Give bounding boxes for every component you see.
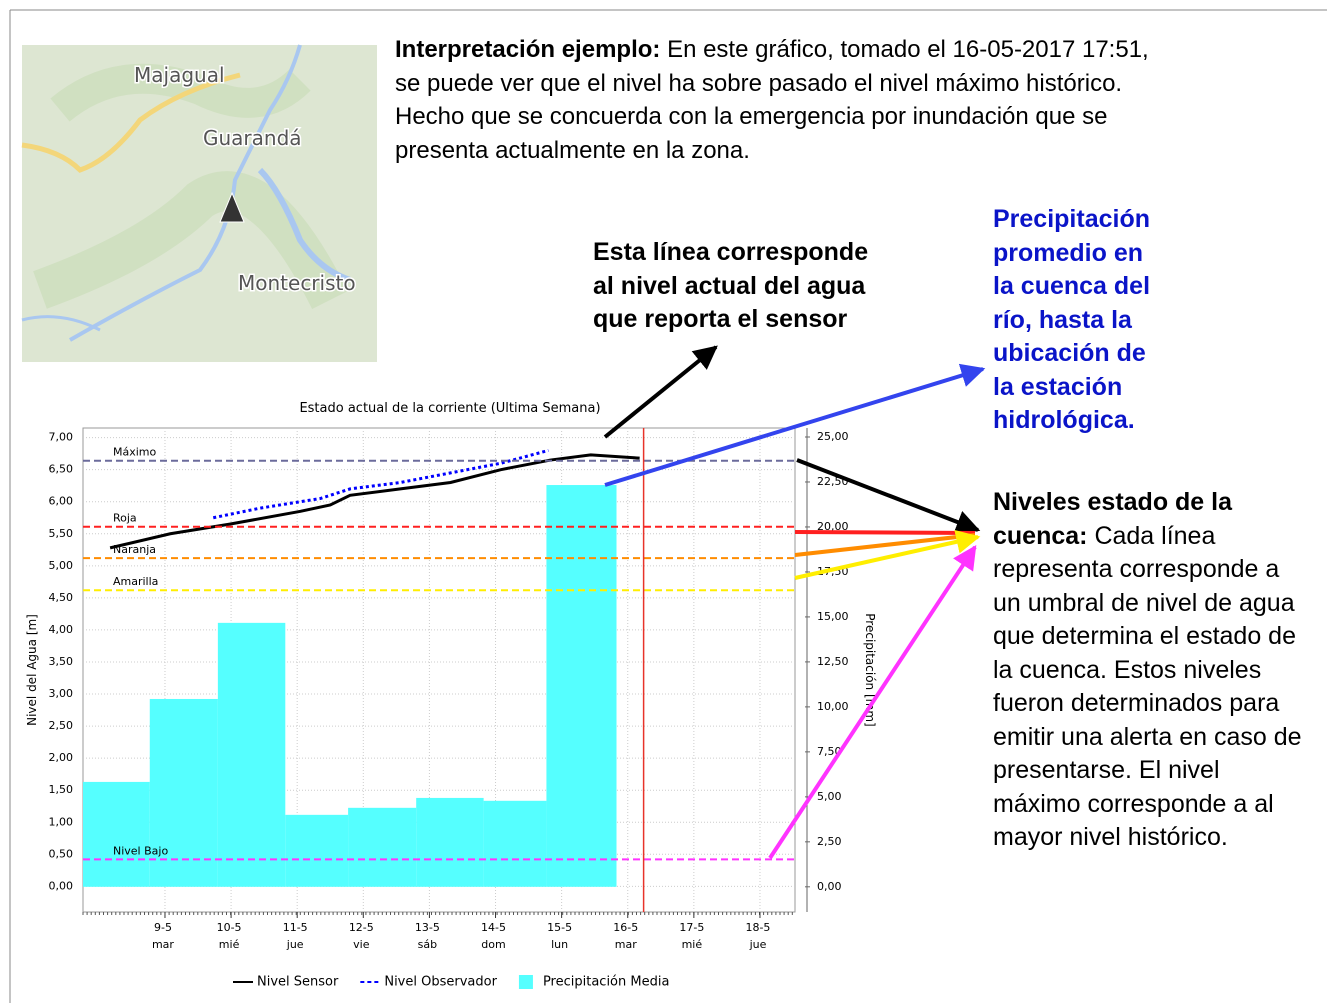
legend-label: Precipitación Media	[543, 975, 669, 990]
threshold-label: Roja	[113, 512, 137, 525]
x-tick-label: 11-5	[283, 921, 308, 934]
x-tick-label: 9-5	[154, 921, 172, 934]
x-tick-weekday: mar	[615, 938, 637, 951]
page: Majagual Guarandá Montecristo Estado act…	[0, 0, 1327, 1003]
x-tick-weekday: mié	[682, 938, 703, 951]
y-tick-label: 6,50	[49, 463, 74, 476]
x-tick-label: 12-5	[349, 921, 374, 934]
y-tick-label: 6,00	[49, 495, 74, 508]
y-tick-label: 4,50	[49, 591, 74, 604]
x-tick-weekday: vie	[353, 938, 370, 951]
levels-text: Cada línea representa corresponde a un u…	[993, 522, 1302, 852]
y2-tick-label: 25,00	[817, 430, 849, 443]
annotation-line: Precipitación	[993, 203, 1150, 237]
x-tick-label: 10-5	[217, 921, 242, 934]
y2-tick-label: 10,00	[817, 700, 849, 713]
x-tick-label: 17-5	[679, 921, 704, 934]
y2-tick-label: 15,00	[817, 610, 849, 623]
annotation-line: al nivel actual del agua	[593, 270, 868, 304]
annotation-line: Esta línea corresponde	[593, 236, 868, 270]
y-tick-label: 7,00	[49, 431, 74, 444]
threshold-label: Naranja	[113, 543, 156, 556]
plot-area: 0,00 0,50 1,00 1,50 2,00 2,50 3,00 3,50 4,00 4,50…	[49, 428, 849, 951]
y2-tick-label: 2,50	[817, 835, 842, 848]
annotation-line: que reporta el sensor	[593, 303, 868, 337]
map-label: Montecristo	[238, 271, 356, 295]
bar	[546, 485, 616, 887]
x-tick-weekday: mar	[152, 938, 174, 951]
interpretation-heading: Interpretación ejemplo:	[395, 36, 660, 63]
y-tick-label: 1,00	[49, 815, 74, 828]
x-tick-weekday: lun	[551, 938, 568, 951]
bar	[416, 798, 483, 887]
map-label: Majagual	[134, 63, 225, 87]
levels-annotation: Niveles estado de la cuenca: Cada línea …	[993, 486, 1303, 855]
x-tick-weekday: mié	[219, 938, 240, 951]
y-tick-label: 4,00	[49, 623, 74, 636]
bar	[348, 808, 416, 887]
interpretation: Interpretación ejemplo: En este gráfico,…	[395, 33, 1155, 167]
y-tick-label: 2,50	[49, 719, 74, 732]
y2-tick-label: 12,50	[817, 655, 849, 668]
x-tick-label: 18-5	[745, 921, 770, 934]
y-axis-label: Nivel del Agua [m]	[25, 614, 39, 726]
x-tick-weekday: dom	[481, 938, 505, 951]
bar	[218, 623, 285, 887]
y-tick-label: 3,00	[49, 687, 74, 700]
threshold-label: Amarilla	[113, 575, 158, 588]
chart-title: Estado actual de la corriente (Ultima Se…	[299, 401, 600, 416]
annotation-line: promedio en	[993, 237, 1150, 271]
x-tick-weekday: jue	[749, 938, 767, 951]
annotation-line: hidrológica.	[993, 404, 1150, 438]
y-tick-label: 5,00	[49, 559, 74, 572]
y2-tick-label: 0,00	[817, 880, 842, 893]
x-tick-label: 13-5	[415, 921, 440, 934]
y-tick-label: 0,00	[49, 879, 74, 892]
y-tick-label: 1,50	[49, 783, 74, 796]
y-tick-label: 2,00	[49, 751, 74, 764]
y2-tick-label: 5,00	[817, 790, 842, 803]
legend-label: Nivel Sensor	[257, 975, 339, 990]
bar	[83, 782, 150, 887]
annotation-line: la estación	[993, 371, 1150, 405]
threshold-label: Nivel Bajo	[113, 844, 168, 857]
y-tick-label: 3,50	[49, 655, 74, 668]
annotation-line: la cuenca del	[993, 270, 1150, 304]
x-tick-label: 14-5	[481, 921, 506, 934]
annotation-line: río, hasta la	[993, 304, 1150, 338]
legend-swatch	[519, 975, 533, 989]
threshold-label: Máximo	[113, 446, 157, 459]
x-tick-label: 15-5	[547, 921, 572, 934]
x-tick-weekday: sáb	[418, 938, 437, 951]
bar	[484, 801, 547, 887]
map: Majagual Guarandá Montecristo	[22, 45, 377, 362]
x-tick-weekday: jue	[286, 938, 304, 951]
legend-label: Nivel Observador	[384, 975, 497, 990]
y-tick-label: 5,50	[49, 527, 74, 540]
annotation-line: ubicación de	[993, 337, 1150, 371]
bar	[285, 815, 348, 887]
map-label: Guarandá	[203, 126, 302, 150]
y-tick-label: 0,50	[49, 847, 74, 860]
x-tick-label: 16-5	[613, 921, 638, 934]
